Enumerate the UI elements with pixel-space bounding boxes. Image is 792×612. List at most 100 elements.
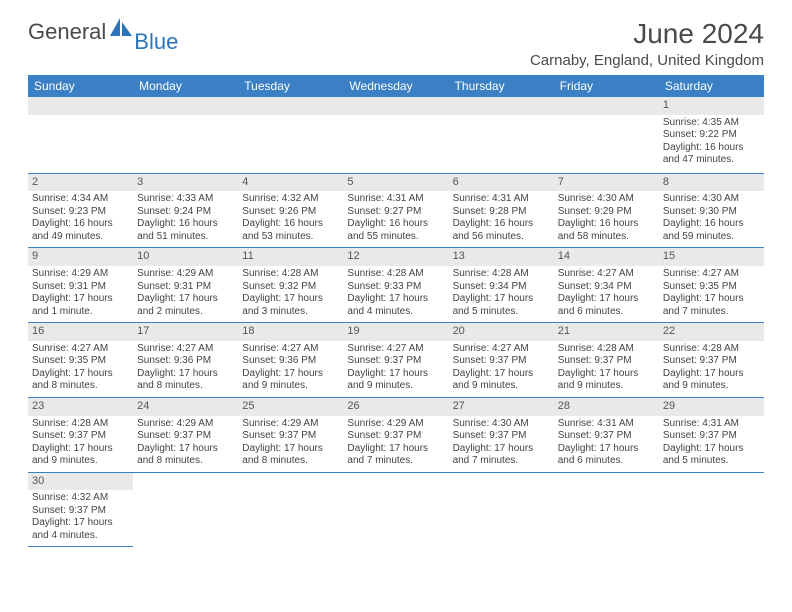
sunrise: Sunrise: 4:28 AM	[32, 418, 129, 431]
sunrise: Sunrise: 4:35 AM	[663, 117, 760, 130]
sunset: Sunset: 9:32 PM	[242, 281, 339, 294]
sunset: Sunset: 9:28 PM	[453, 206, 550, 219]
sunset: Sunset: 9:30 PM	[663, 206, 760, 219]
sunset: Sunset: 9:37 PM	[32, 505, 129, 518]
day-number: 30	[28, 473, 133, 491]
sunrise: Sunrise: 4:32 AM	[242, 193, 339, 206]
sunrise: Sunrise: 4:31 AM	[453, 193, 550, 206]
day-body: Sunrise: 4:32 AMSunset: 9:37 PMDaylight:…	[28, 490, 133, 546]
day-number: 2	[28, 174, 133, 192]
daylight: Daylight: 17 hours and 5 minutes.	[453, 293, 550, 318]
sunset: Sunset: 9:36 PM	[137, 355, 234, 368]
sunrise: Sunrise: 4:27 AM	[32, 343, 129, 356]
day-body: Sunrise: 4:35 AMSunset: 9:22 PMDaylight:…	[659, 115, 764, 171]
daylight: Daylight: 17 hours and 9 minutes.	[242, 368, 339, 393]
day-number: 26	[343, 398, 448, 416]
daylight: Daylight: 17 hours and 8 minutes.	[242, 443, 339, 468]
calendar-cell: 6Sunrise: 4:31 AMSunset: 9:28 PMDaylight…	[449, 173, 554, 248]
day-number: 8	[659, 174, 764, 192]
sunrise: Sunrise: 4:29 AM	[137, 418, 234, 431]
calendar-cell	[133, 97, 238, 173]
daylight: Daylight: 16 hours and 51 minutes.	[137, 218, 234, 243]
day-number: 10	[133, 248, 238, 266]
daylight: Daylight: 16 hours and 58 minutes.	[558, 218, 655, 243]
day-number: 15	[659, 248, 764, 266]
calendar-row: 16Sunrise: 4:27 AMSunset: 9:35 PMDayligh…	[28, 323, 764, 398]
calendar-cell	[554, 97, 659, 173]
calendar-cell: 1Sunrise: 4:35 AMSunset: 9:22 PMDaylight…	[659, 97, 764, 173]
day-body: Sunrise: 4:28 AMSunset: 9:37 PMDaylight:…	[659, 341, 764, 397]
sunrise: Sunrise: 4:28 AM	[453, 268, 550, 281]
day-number: 28	[554, 398, 659, 416]
sunset: Sunset: 9:29 PM	[558, 206, 655, 219]
sunrise: Sunrise: 4:34 AM	[32, 193, 129, 206]
daylight: Daylight: 17 hours and 8 minutes.	[137, 368, 234, 393]
sunrise: Sunrise: 4:32 AM	[32, 492, 129, 505]
logo-text-general: General	[28, 19, 106, 45]
calendar-cell: 9Sunrise: 4:29 AMSunset: 9:31 PMDaylight…	[28, 248, 133, 323]
sunset: Sunset: 9:27 PM	[347, 206, 444, 219]
day-body: Sunrise: 4:30 AMSunset: 9:29 PMDaylight:…	[554, 191, 659, 247]
daylight: Daylight: 17 hours and 5 minutes.	[663, 443, 760, 468]
day-number: 23	[28, 398, 133, 416]
sunset: Sunset: 9:37 PM	[242, 430, 339, 443]
calendar-cell: 16Sunrise: 4:27 AMSunset: 9:35 PMDayligh…	[28, 323, 133, 398]
day-number: 5	[343, 174, 448, 192]
day-body: Sunrise: 4:27 AMSunset: 9:36 PMDaylight:…	[133, 341, 238, 397]
sunrise: Sunrise: 4:31 AM	[663, 418, 760, 431]
calendar-cell: 2Sunrise: 4:34 AMSunset: 9:23 PMDaylight…	[28, 173, 133, 248]
daylight: Daylight: 17 hours and 9 minutes.	[32, 443, 129, 468]
day-body: Sunrise: 4:28 AMSunset: 9:37 PMDaylight:…	[28, 416, 133, 472]
daylight: Daylight: 17 hours and 7 minutes.	[347, 443, 444, 468]
calendar-cell: 13Sunrise: 4:28 AMSunset: 9:34 PMDayligh…	[449, 248, 554, 323]
day-header: Monday	[133, 75, 238, 97]
sunset: Sunset: 9:34 PM	[558, 281, 655, 294]
daylight: Daylight: 17 hours and 6 minutes.	[558, 443, 655, 468]
day-body: Sunrise: 4:31 AMSunset: 9:27 PMDaylight:…	[343, 191, 448, 247]
daylight: Daylight: 17 hours and 9 minutes.	[453, 368, 550, 393]
calendar-cell	[343, 472, 448, 547]
day-body: Sunrise: 4:30 AMSunset: 9:37 PMDaylight:…	[449, 416, 554, 472]
daylight: Daylight: 17 hours and 7 minutes.	[453, 443, 550, 468]
day-body: Sunrise: 4:27 AMSunset: 9:34 PMDaylight:…	[554, 266, 659, 322]
sunrise: Sunrise: 4:31 AM	[558, 418, 655, 431]
day-number: 16	[28, 323, 133, 341]
calendar-cell	[343, 97, 448, 173]
day-body: Sunrise: 4:29 AMSunset: 9:31 PMDaylight:…	[133, 266, 238, 322]
daylight: Daylight: 17 hours and 8 minutes.	[137, 443, 234, 468]
day-number: 11	[238, 248, 343, 266]
day-number: 4	[238, 174, 343, 192]
day-header: Wednesday	[343, 75, 448, 97]
calendar-cell	[28, 97, 133, 173]
calendar-cell: 17Sunrise: 4:27 AMSunset: 9:36 PMDayligh…	[133, 323, 238, 398]
day-header-row: Sunday Monday Tuesday Wednesday Thursday…	[28, 75, 764, 97]
sunrise: Sunrise: 4:30 AM	[663, 193, 760, 206]
day-number: 6	[449, 174, 554, 192]
day-body: Sunrise: 4:31 AMSunset: 9:37 PMDaylight:…	[659, 416, 764, 472]
sunrise: Sunrise: 4:29 AM	[32, 268, 129, 281]
daylight: Daylight: 16 hours and 59 minutes.	[663, 218, 760, 243]
sunset: Sunset: 9:37 PM	[137, 430, 234, 443]
sunrise: Sunrise: 4:27 AM	[242, 343, 339, 356]
day-body: Sunrise: 4:28 AMSunset: 9:33 PMDaylight:…	[343, 266, 448, 322]
daylight: Daylight: 16 hours and 49 minutes.	[32, 218, 129, 243]
sunrise: Sunrise: 4:27 AM	[663, 268, 760, 281]
day-number: 14	[554, 248, 659, 266]
day-number: 3	[133, 174, 238, 192]
calendar-cell: 27Sunrise: 4:30 AMSunset: 9:37 PMDayligh…	[449, 397, 554, 472]
day-number: 17	[133, 323, 238, 341]
day-number: 27	[449, 398, 554, 416]
sunset: Sunset: 9:24 PM	[137, 206, 234, 219]
sunset: Sunset: 9:35 PM	[32, 355, 129, 368]
sunset: Sunset: 9:37 PM	[347, 430, 444, 443]
day-body: Sunrise: 4:28 AMSunset: 9:37 PMDaylight:…	[554, 341, 659, 397]
day-body: Sunrise: 4:27 AMSunset: 9:36 PMDaylight:…	[238, 341, 343, 397]
sunset: Sunset: 9:22 PM	[663, 129, 760, 142]
day-header: Sunday	[28, 75, 133, 97]
day-body: Sunrise: 4:30 AMSunset: 9:30 PMDaylight:…	[659, 191, 764, 247]
day-number: 7	[554, 174, 659, 192]
sunrise: Sunrise: 4:28 AM	[663, 343, 760, 356]
daylight: Daylight: 17 hours and 3 minutes.	[242, 293, 339, 318]
title-block: June 2024 Carnaby, England, United Kingd…	[530, 18, 764, 69]
day-header: Saturday	[659, 75, 764, 97]
